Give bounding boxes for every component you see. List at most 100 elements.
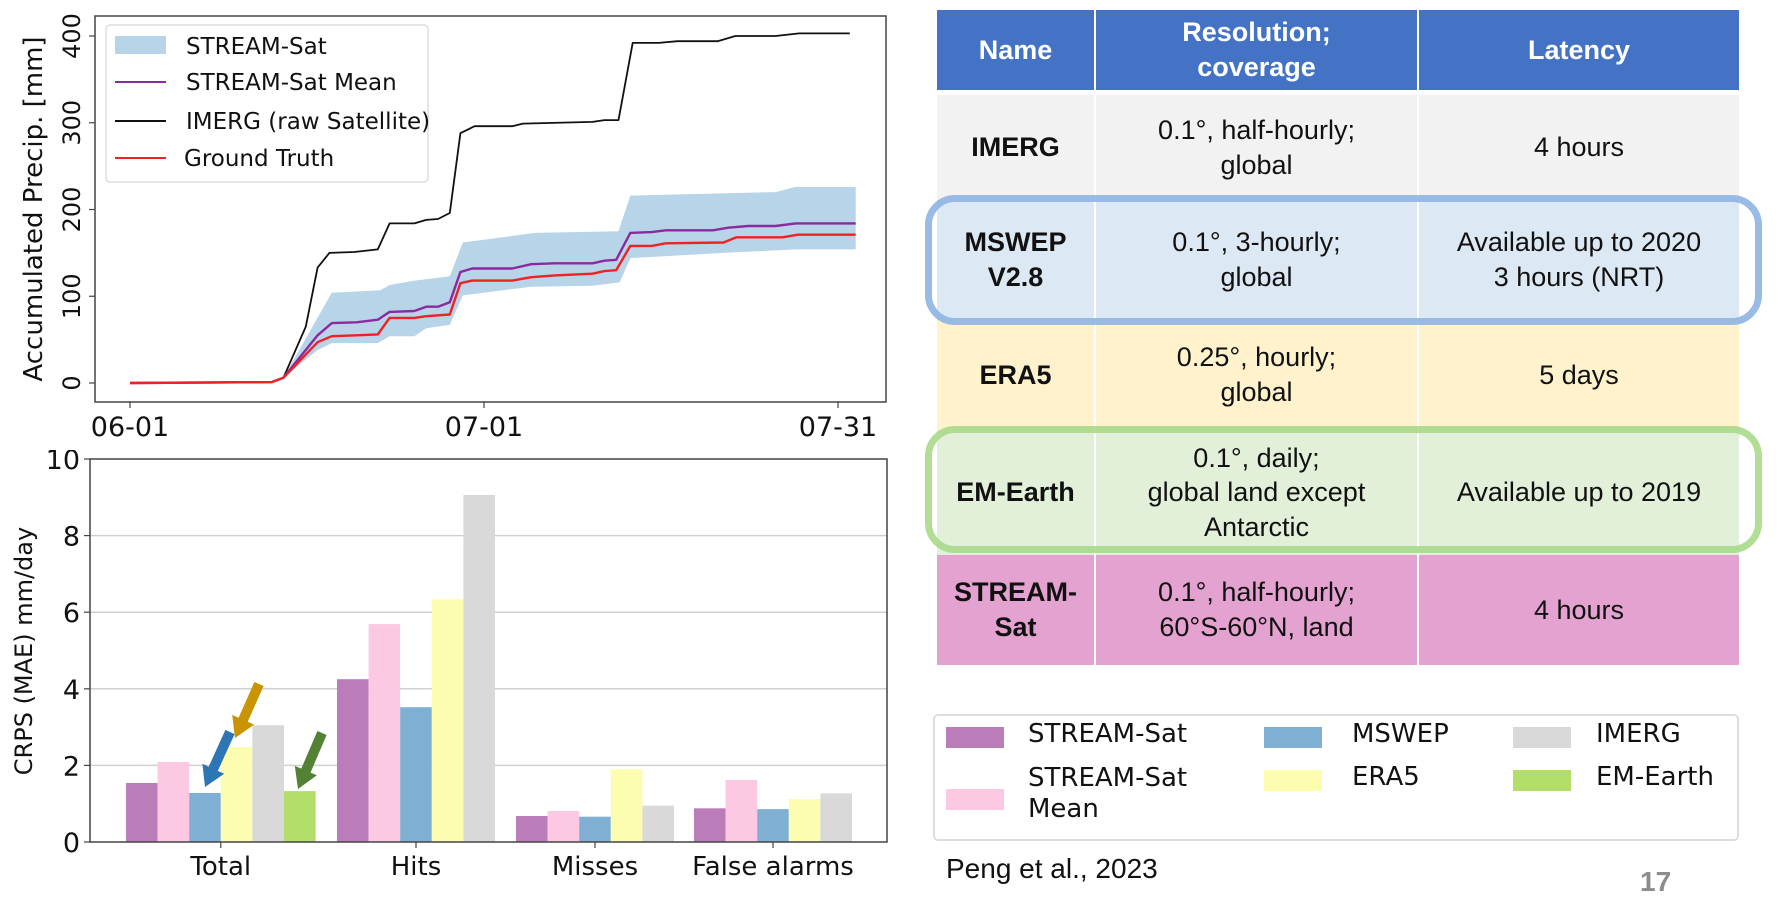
header-name: Name <box>937 10 1096 90</box>
arrow-icon <box>232 682 264 738</box>
legend-label: STREAM-Sat <box>1028 719 1188 749</box>
legend-swatch <box>946 789 1004 810</box>
y-tick-label: 300 <box>58 100 86 146</box>
bar-total-em-earth <box>284 791 316 842</box>
bar-false-alarms-mswep <box>757 809 789 842</box>
cell-latency: 4 hours <box>1533 132 1625 163</box>
stream-sat-band <box>130 186 856 383</box>
bar-hits-stream-sat-mean <box>368 624 401 842</box>
x-ticks: 06-01 07-01 07-31 <box>91 402 877 443</box>
y-tick-label: 100 <box>58 273 86 319</box>
y-tick-label: 4 <box>63 675 80 706</box>
y-ticks: 0 100 200 300 400 <box>58 13 95 391</box>
x-tick-label: Misses <box>552 852 638 882</box>
series-lines-layer <box>129 32 856 385</box>
y-tick-label: 200 <box>58 187 86 233</box>
table-header-row: Name Resolution; coverage Latency <box>937 10 1739 90</box>
cell-resolution: 0.1°, daily; global land except Antarcti… <box>1096 430 1419 555</box>
bars-layer <box>126 495 852 842</box>
bar-total-stream-sat <box>126 783 158 842</box>
x-tick-label: 07-31 <box>799 412 877 443</box>
cell-name: EM-Earth <box>937 430 1096 555</box>
table-row-mswep: MSWEP V2.8 0.1°, 3-hourly; global Availa… <box>937 200 1739 320</box>
y-ticks: 0 2 4 6 8 10 <box>46 450 90 859</box>
cell-name: IMERG <box>937 95 1096 200</box>
header-resolution: Resolution; coverage <box>1096 10 1419 90</box>
bar-hits-imerg <box>463 495 495 842</box>
table-row-imerg: IMERG 0.1°, half-hourly; global 4 hours <box>937 95 1739 200</box>
bar-chart-legend: STREAM-Sat STREAM-Sat Mean MSWEP ERA5 IM… <box>933 714 1739 841</box>
legend-swatch <box>1264 727 1322 748</box>
x-tick-label: False alarms <box>692 852 854 882</box>
legend-label-ground-truth: Ground Truth <box>184 146 334 172</box>
legend-label-imerg: IMERG (raw Satellite) <box>186 109 430 135</box>
legend-swatch <box>1264 770 1322 791</box>
legend-label-stream-sat-mean: STREAM-Sat Mean <box>186 70 397 96</box>
cell-name: MSWEP V2.8 <box>937 200 1096 320</box>
bar-misses-stream-sat-mean <box>547 811 580 842</box>
accumulated-precip-chart: 0 100 200 300 400 06-01 07-01 07-31 Accumulate… <box>19 13 887 443</box>
table-row-era5: ERA5 0.25°, hourly; global 5 days <box>937 320 1739 430</box>
bar-false-alarms-imerg <box>820 793 852 842</box>
bar-hits-stream-sat <box>337 679 369 842</box>
cell-name: STREAM- Sat <box>937 555 1096 665</box>
bar-total-stream-sat-mean <box>157 762 190 842</box>
stream-sat-band-layer <box>130 186 856 383</box>
crps-bar-chart: 0 2 4 6 8 10 Total Hits Misses False alarms CRPS… <box>10 450 888 882</box>
legend-swatch-band <box>115 36 166 54</box>
legend-swatch <box>1513 727 1571 748</box>
page-number: 17 <box>1640 866 1672 897</box>
imerg-line <box>129 32 850 384</box>
bar-total-mswep <box>189 793 221 842</box>
legend-label: MSWEP <box>1352 719 1449 749</box>
bar-false-alarms-stream-sat-mean <box>725 780 758 842</box>
y-axis-label: Accumulated Precip. [mm] <box>19 36 49 381</box>
table-row-stream-sat: STREAM- Sat 0.1°, half-hourly; 60°S-60°N… <box>937 555 1739 665</box>
header-latency: Latency <box>1527 34 1631 65</box>
cell-resolution: 0.1°, half-hourly; 60°S-60°N, land <box>1096 555 1419 665</box>
cell-latency: Available up to 2020 3 hours (NRT) <box>1456 227 1702 292</box>
bar-misses-stream-sat <box>516 816 548 842</box>
cell-resolution: 0.25°, hourly; global <box>1096 320 1419 430</box>
bar-misses-imerg <box>642 805 674 842</box>
bar-misses-era5 <box>610 769 643 842</box>
stream-sat-mean-line <box>129 222 856 385</box>
legend-label: IMERG <box>1596 719 1681 749</box>
bar-false-alarms-stream-sat <box>694 808 726 842</box>
x-tick-label: 06-01 <box>91 412 169 443</box>
legend-label: EM-Earth <box>1596 762 1714 792</box>
x-tick-label: Hits <box>391 852 442 882</box>
cell-resolution: 0.1°, 3-hourly; global <box>1096 200 1419 320</box>
ground-truth-line <box>129 233 856 385</box>
y-axis-label: CRPS (MAE) mm/day <box>10 527 38 775</box>
y-tick-label: 6 <box>63 598 80 629</box>
bar-hits-mswep <box>400 707 432 842</box>
y-tick-label: 400 <box>58 13 86 59</box>
table-row-em-earth: EM-Earth 0.1°, daily; global land except… <box>937 430 1739 555</box>
plot-frame <box>89 458 888 843</box>
legend-label: STREAM-Sat Mean <box>1028 763 1188 824</box>
y-tick-label: 2 <box>63 751 80 782</box>
bar-misses-mswep <box>579 816 611 842</box>
cell-name: ERA5 <box>937 320 1096 430</box>
bar-total-imerg <box>252 725 284 842</box>
y-tick-label: 0 <box>58 375 86 390</box>
cell-resolution: 0.1°, half-hourly; global <box>1096 95 1419 200</box>
legend-frame <box>105 24 429 183</box>
legend-label: ERA5 <box>1352 762 1420 792</box>
bar-hits-era5 <box>431 599 464 842</box>
x-tick-label: Total <box>189 852 251 882</box>
cell-latency: 4 hours <box>1533 594 1625 625</box>
arrow-icon <box>202 729 235 787</box>
y-tick-label: 0 <box>63 828 80 859</box>
x-tick-label: 07-01 <box>445 412 523 443</box>
bar-total-era5 <box>220 747 253 842</box>
legend-swatch <box>946 727 1004 748</box>
legend-swatch <box>1513 770 1571 791</box>
arrow-icon <box>294 731 327 789</box>
cell-latency: 5 days <box>1539 359 1619 390</box>
bar-false-alarms-era5 <box>788 799 821 842</box>
legend-label-stream-sat: STREAM-Sat <box>186 34 327 60</box>
annotation-arrows <box>202 682 327 789</box>
citation: Peng et al., 2023 <box>946 853 1158 884</box>
